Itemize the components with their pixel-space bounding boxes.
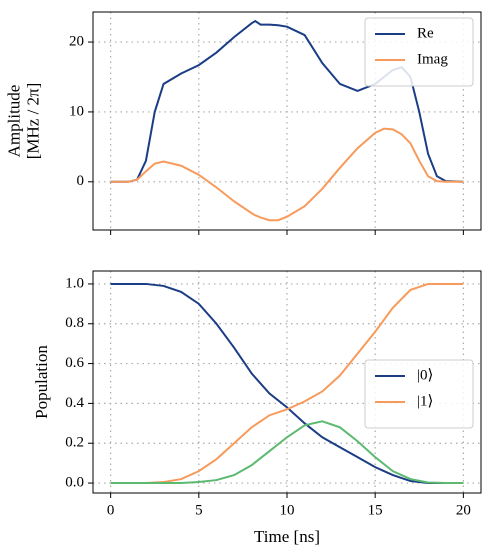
data-line: [110, 282, 464, 485]
legend-label: Re: [417, 25, 434, 41]
y-tick-label: 0.0: [65, 474, 84, 490]
data-line: [110, 420, 464, 485]
y-axis-label: Population: [32, 345, 51, 419]
y-tick-label: 20: [69, 33, 84, 49]
y-tick-label: 0.2: [65, 435, 84, 451]
y-tick-label: 0.4: [65, 395, 84, 411]
x-tick-label: 0: [107, 502, 115, 518]
axes-frame: [92, 11, 482, 231]
y-axis-label: Amplitude: [4, 85, 23, 158]
y-tick-label: 10: [69, 103, 84, 119]
y-tick-label: 1.0: [65, 275, 84, 291]
axes-frame: [92, 270, 482, 494]
data-line: [110, 282, 464, 485]
x-tick-label: 15: [368, 502, 383, 518]
legend-label: |1⟩: [417, 393, 433, 409]
y-tick-label: 0: [77, 173, 85, 189]
x-axis-label: Time [ns]: [254, 527, 320, 546]
x-tick-label: 5: [195, 502, 203, 518]
y-tick-label: 0.8: [65, 315, 84, 331]
y-tick-label: 0.6: [65, 355, 84, 371]
legend-label: |0⟩: [417, 367, 433, 383]
x-tick-label: 10: [280, 502, 295, 518]
y-axis-label: [MHz / 2π]: [23, 83, 42, 160]
legend-label: Imag: [417, 51, 448, 67]
data-line: [110, 127, 464, 222]
x-tick-label: 20: [456, 502, 471, 518]
